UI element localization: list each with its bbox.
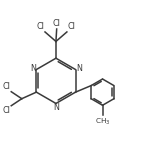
Text: CH$_3$: CH$_3$: [95, 117, 110, 127]
Text: Cl: Cl: [3, 106, 10, 116]
Text: Cl: Cl: [53, 19, 61, 28]
Text: Cl: Cl: [68, 22, 75, 31]
Text: Cl: Cl: [3, 82, 10, 91]
Text: Cl: Cl: [36, 22, 44, 31]
Text: N: N: [30, 64, 36, 73]
Text: N: N: [53, 103, 59, 112]
Text: N: N: [76, 64, 82, 73]
